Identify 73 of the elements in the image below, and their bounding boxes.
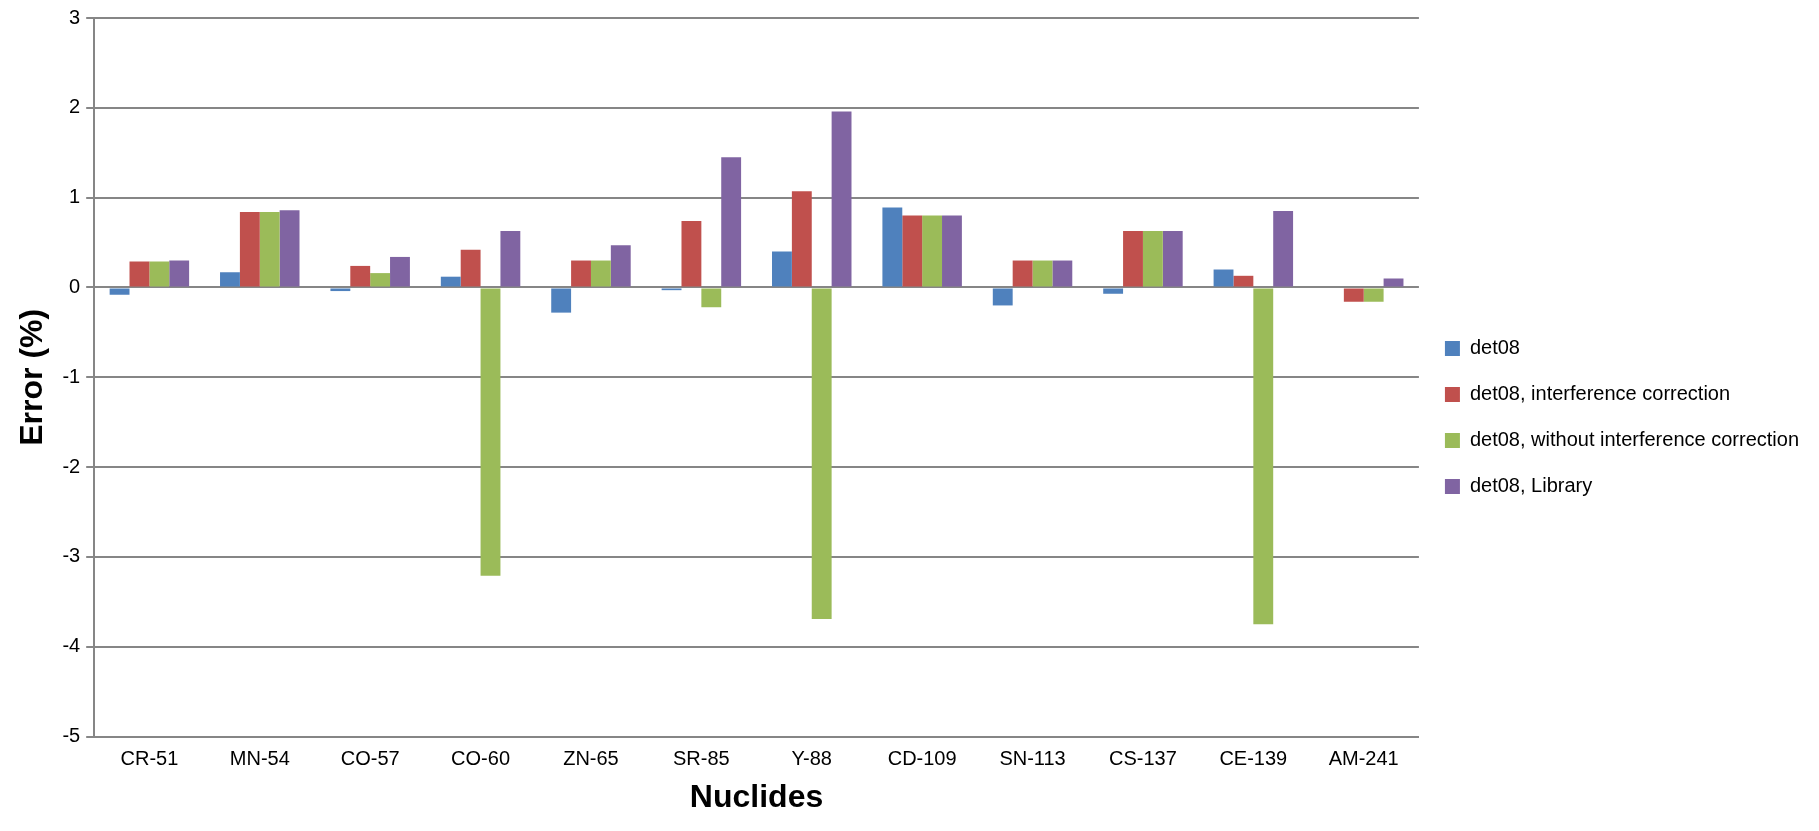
legend-label: det08, Library — [1469, 474, 1593, 497]
bar — [571, 260, 591, 287]
x-tick-label: CO-57 — [340, 747, 400, 770]
bar — [220, 272, 240, 287]
bar — [942, 215, 962, 287]
bar — [149, 261, 170, 287]
y-tick-label: 3 — [69, 5, 81, 28]
bar — [551, 288, 572, 313]
bar — [1142, 230, 1163, 287]
bar — [1052, 260, 1073, 287]
bar — [1343, 288, 1364, 302]
bar — [1253, 288, 1274, 625]
x-tick-label: SR-85 — [673, 747, 730, 770]
bar — [129, 261, 150, 287]
y-tick-label: 1 — [69, 185, 81, 208]
x-tick-label: ZN-65 — [563, 747, 619, 770]
x-tick-label: CR-51 — [120, 747, 179, 770]
bar — [460, 249, 481, 287]
bar — [109, 288, 130, 295]
y-tick-label: -5 — [62, 724, 81, 747]
legend-label: det08, interference correction — [1469, 382, 1731, 405]
bar — [1273, 211, 1294, 287]
x-tick-label: CO-60 — [451, 747, 511, 770]
bar — [1213, 269, 1234, 287]
bar — [370, 273, 391, 287]
bar — [1233, 275, 1254, 287]
bar — [791, 191, 812, 287]
bar — [681, 221, 702, 287]
bar — [590, 260, 611, 287]
y-tick-label: 0 — [69, 274, 81, 297]
y-tick-label: 2 — [69, 95, 81, 118]
x-tick-label: SN-113 — [999, 747, 1066, 770]
bar — [1012, 260, 1033, 287]
bar — [922, 215, 943, 287]
bar — [1162, 230, 1183, 287]
bar — [350, 265, 371, 287]
bar — [390, 256, 410, 287]
y-tick-label: -3 — [62, 544, 81, 567]
bar — [1383, 278, 1404, 287]
x-tick-label: Y-88 — [791, 747, 832, 770]
bar — [259, 212, 280, 287]
x-tick-label: MN-54 — [229, 747, 290, 770]
x-tick-label: AM-241 — [1328, 747, 1399, 770]
bar — [440, 276, 461, 287]
x-tick-label: CS-137 — [1109, 747, 1177, 770]
bar — [772, 251, 792, 287]
y-axis-title: Error (%) — [13, 308, 50, 446]
bar — [882, 207, 903, 287]
y-tick-label: -1 — [62, 364, 81, 387]
bar — [1103, 288, 1124, 294]
x-tick-label: CD-109 — [887, 747, 957, 770]
bar — [1363, 288, 1384, 302]
x-axis-title: Nuclides — [689, 777, 824, 814]
bar — [480, 288, 501, 576]
bar — [902, 215, 923, 287]
bar — [701, 288, 722, 308]
bar — [330, 288, 351, 292]
legend-label: det08, without interference correction — [1469, 428, 1800, 451]
bar — [721, 157, 742, 287]
bar — [992, 288, 1013, 306]
bar — [1123, 230, 1143, 287]
bar — [1032, 260, 1053, 287]
bar — [239, 212, 260, 287]
bar — [500, 230, 521, 287]
bar — [811, 288, 832, 619]
x-tick-label: CE-139 — [1219, 747, 1288, 770]
bar — [610, 245, 631, 287]
bar — [831, 111, 852, 287]
bar — [169, 260, 190, 287]
y-tick-label: -2 — [62, 454, 81, 477]
bar — [279, 210, 300, 287]
legend-label: det08 — [1469, 336, 1520, 359]
y-tick-label: -4 — [62, 634, 81, 657]
